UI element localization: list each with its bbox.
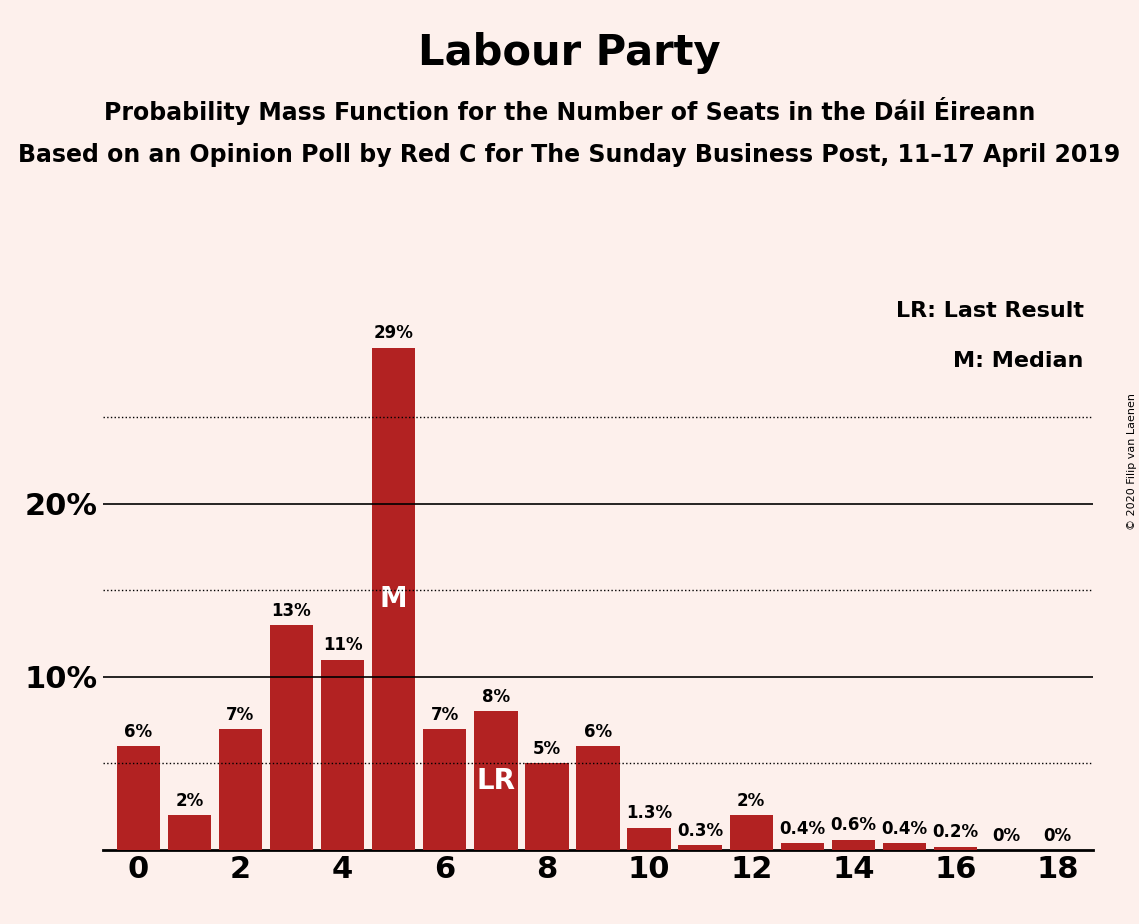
Text: 2%: 2%	[737, 792, 765, 810]
Text: Based on an Opinion Poll by Red C for The Sunday Business Post, 11–17 April 2019: Based on an Opinion Poll by Red C for Th…	[18, 143, 1121, 167]
Text: 1.3%: 1.3%	[626, 805, 672, 822]
Text: 0.4%: 0.4%	[779, 820, 826, 838]
Text: 11%: 11%	[322, 637, 362, 654]
Bar	[576, 747, 620, 850]
Text: 0.2%: 0.2%	[933, 823, 978, 842]
Text: 6%: 6%	[584, 723, 612, 741]
Text: 6%: 6%	[124, 723, 153, 741]
Text: 0%: 0%	[1043, 827, 1072, 845]
Text: 2%: 2%	[175, 792, 204, 810]
Bar	[219, 729, 262, 850]
Bar	[167, 816, 211, 850]
Text: 29%: 29%	[374, 324, 413, 343]
Bar	[934, 846, 977, 850]
Text: 0%: 0%	[992, 827, 1021, 845]
Bar	[372, 347, 416, 850]
Bar	[679, 845, 722, 850]
Bar	[883, 843, 926, 850]
Bar	[321, 660, 364, 850]
Text: 8%: 8%	[482, 688, 510, 706]
Text: LR: LR	[476, 767, 515, 795]
Bar	[780, 843, 823, 850]
Text: 0.3%: 0.3%	[677, 821, 723, 840]
Bar	[270, 625, 313, 850]
Text: 13%: 13%	[271, 602, 311, 620]
Text: M: Median: M: Median	[953, 351, 1083, 371]
Text: 7%: 7%	[227, 706, 254, 723]
Text: LR: Last Result: LR: Last Result	[895, 301, 1083, 322]
Bar	[423, 729, 467, 850]
Text: M: M	[379, 585, 408, 613]
Text: © 2020 Filip van Laenen: © 2020 Filip van Laenen	[1126, 394, 1137, 530]
Text: 0.4%: 0.4%	[882, 820, 927, 838]
Bar	[831, 840, 875, 850]
Text: 5%: 5%	[533, 740, 562, 759]
Text: 7%: 7%	[431, 706, 459, 723]
Text: Labour Party: Labour Party	[418, 32, 721, 74]
Bar	[525, 763, 568, 850]
Text: 0.6%: 0.6%	[830, 817, 876, 834]
Bar	[729, 816, 773, 850]
Bar	[474, 711, 517, 850]
Bar	[628, 828, 671, 850]
Bar	[116, 747, 159, 850]
Text: Probability Mass Function for the Number of Seats in the Dáil Éireann: Probability Mass Function for the Number…	[104, 97, 1035, 125]
